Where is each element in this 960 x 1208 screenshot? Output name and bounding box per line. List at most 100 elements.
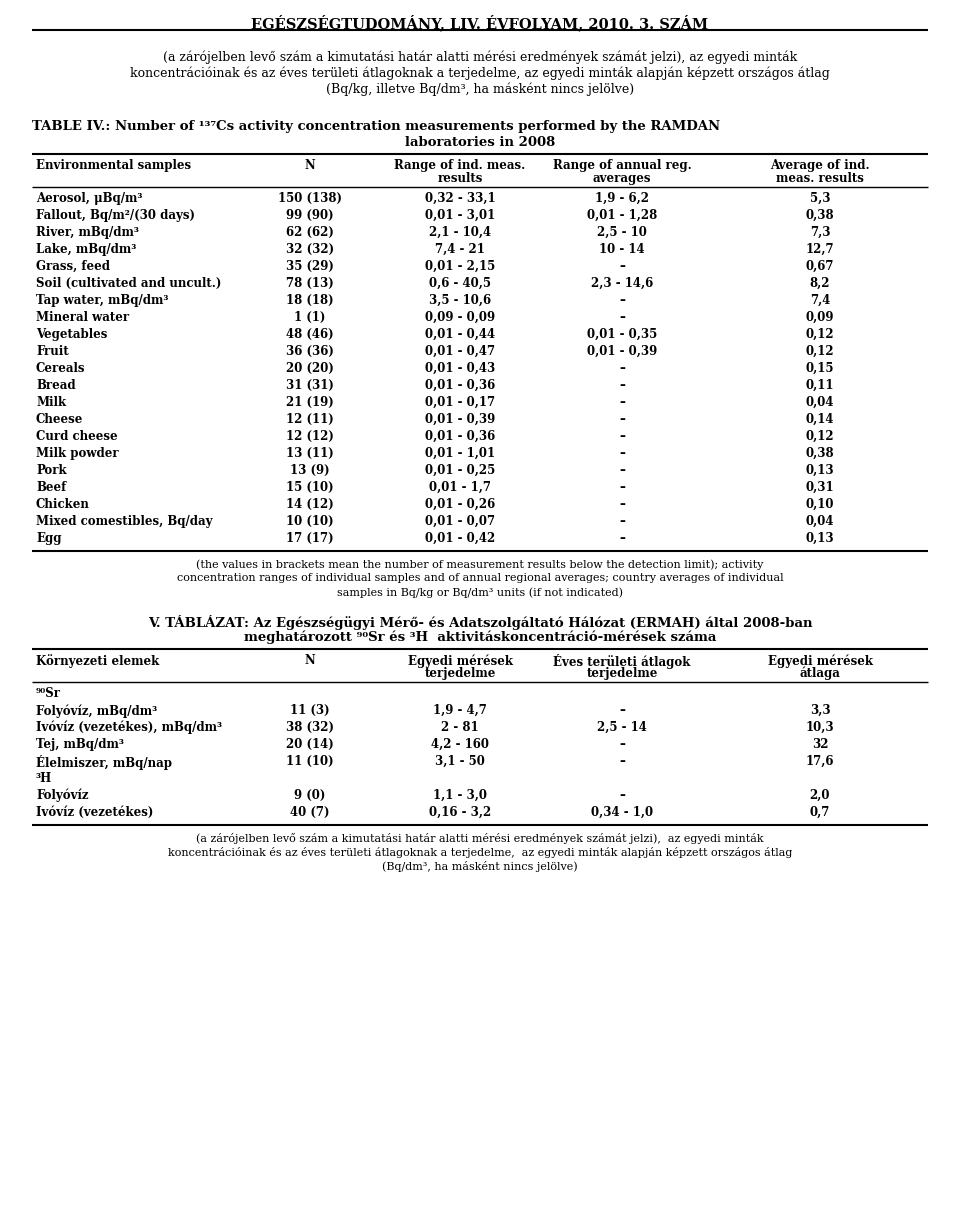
Text: 7,3: 7,3	[809, 226, 830, 239]
Text: 13 (9): 13 (9)	[290, 464, 330, 477]
Text: 3,1 - 50: 3,1 - 50	[435, 755, 485, 768]
Text: 11 (3): 11 (3)	[290, 704, 330, 718]
Text: 11 (10): 11 (10)	[286, 755, 334, 768]
Text: 18 (18): 18 (18)	[286, 294, 334, 307]
Text: –: –	[619, 447, 625, 460]
Text: (Bq/kg, illetve Bq/dm³, ha másként nincs jelölve): (Bq/kg, illetve Bq/dm³, ha másként nincs…	[326, 82, 634, 95]
Text: 20 (14): 20 (14)	[286, 738, 334, 751]
Text: Milk powder: Milk powder	[36, 447, 119, 460]
Text: 0,01 - 0,42: 0,01 - 0,42	[425, 532, 495, 545]
Text: 0,04: 0,04	[805, 396, 834, 410]
Text: results: results	[438, 172, 483, 185]
Text: 10,3: 10,3	[805, 721, 834, 734]
Text: Grass, feed: Grass, feed	[36, 260, 110, 273]
Text: 0,01 - 1,01: 0,01 - 1,01	[425, 447, 495, 460]
Text: N: N	[304, 654, 316, 667]
Text: Tej, mBq/dm³: Tej, mBq/dm³	[36, 738, 124, 751]
Text: 7,4 - 21: 7,4 - 21	[435, 243, 485, 256]
Text: 1,1 - 3,0: 1,1 - 3,0	[433, 789, 487, 802]
Text: 0,01 - 2,15: 0,01 - 2,15	[425, 260, 495, 273]
Text: 99 (90): 99 (90)	[286, 209, 334, 222]
Text: –: –	[619, 704, 625, 718]
Text: TABLE IV.: Number of ¹³⁷Cs activity concentration measurements performed by the : TABLE IV.: Number of ¹³⁷Cs activity conc…	[32, 120, 720, 133]
Text: 0,12: 0,12	[805, 430, 834, 443]
Text: (a zárójelben levő szám a kimutatási határ alatti mérési eredmények számát jelzi: (a zárójelben levő szám a kimutatási hat…	[196, 834, 764, 844]
Text: terjedelme: terjedelme	[424, 667, 495, 680]
Text: 0,01 - 0,25: 0,01 - 0,25	[425, 464, 495, 477]
Text: samples in Bq/kg or Bq/dm³ units (if not indicated): samples in Bq/kg or Bq/dm³ units (if not…	[337, 587, 623, 598]
Text: 0,01 - 0,07: 0,01 - 0,07	[425, 515, 495, 528]
Text: 14 (12): 14 (12)	[286, 498, 334, 511]
Text: 0,38: 0,38	[805, 447, 834, 460]
Text: 0,01 - 0,43: 0,01 - 0,43	[425, 362, 495, 374]
Text: –: –	[619, 789, 625, 802]
Text: Cereals: Cereals	[36, 362, 85, 374]
Text: Bread: Bread	[36, 379, 76, 393]
Text: terjedelme: terjedelme	[587, 667, 658, 680]
Text: 48 (46): 48 (46)	[286, 329, 334, 341]
Text: Környezeti elemek: Környezeti elemek	[36, 654, 159, 668]
Text: 0,13: 0,13	[805, 532, 834, 545]
Text: 0,13: 0,13	[805, 464, 834, 477]
Text: 0,10: 0,10	[805, 498, 834, 511]
Text: Egg: Egg	[36, 532, 61, 545]
Text: 0,38: 0,38	[805, 209, 834, 222]
Text: 0,01 - 1,28: 0,01 - 1,28	[587, 209, 658, 222]
Text: meas. results: meas. results	[776, 172, 864, 185]
Text: Éves területi átlagok: Éves területi átlagok	[553, 654, 690, 669]
Text: 17,6: 17,6	[805, 755, 834, 768]
Text: 3,5 - 10,6: 3,5 - 10,6	[429, 294, 492, 307]
Text: Ivóvíz (vezetékes), mBq/dm³: Ivóvíz (vezetékes), mBq/dm³	[36, 721, 222, 734]
Text: Tap water, mBq/dm³: Tap water, mBq/dm³	[36, 294, 169, 307]
Text: 38 (32): 38 (32)	[286, 721, 334, 734]
Text: (a zárójelben levő szám a kimutatási határ alatti mérési eredmények számát jelzi: (a zárójelben levő szám a kimutatási hat…	[163, 50, 797, 64]
Text: 1 (1): 1 (1)	[295, 310, 325, 324]
Text: –: –	[619, 738, 625, 751]
Text: Mixed comestibles, Bq/day: Mixed comestibles, Bq/day	[36, 515, 212, 528]
Text: Range of ind. meas.: Range of ind. meas.	[395, 159, 526, 172]
Text: Chicken: Chicken	[36, 498, 90, 511]
Text: 0,15: 0,15	[805, 362, 834, 374]
Text: Pork: Pork	[36, 464, 66, 477]
Text: laboratories in 2008: laboratories in 2008	[405, 137, 555, 149]
Text: 36 (36): 36 (36)	[286, 345, 334, 358]
Text: 21 (19): 21 (19)	[286, 396, 334, 410]
Text: 0,01 - 0,39: 0,01 - 0,39	[587, 345, 658, 358]
Text: 12 (12): 12 (12)	[286, 430, 334, 443]
Text: 32: 32	[812, 738, 828, 751]
Text: Soil (cultivated and uncult.): Soil (cultivated and uncult.)	[36, 277, 222, 290]
Text: 35 (29): 35 (29)	[286, 260, 334, 273]
Text: Average of ind.: Average of ind.	[770, 159, 870, 172]
Text: Élelmiszer, mBq/nap: Élelmiszer, mBq/nap	[36, 755, 172, 769]
Text: 2 - 81: 2 - 81	[442, 721, 479, 734]
Text: 2,5 - 14: 2,5 - 14	[597, 721, 647, 734]
Text: 150 (138): 150 (138)	[278, 192, 342, 205]
Text: –: –	[619, 481, 625, 494]
Text: Folyóvíz: Folyóvíz	[36, 789, 88, 802]
Text: 13 (11): 13 (11)	[286, 447, 334, 460]
Text: 10 (10): 10 (10)	[286, 515, 334, 528]
Text: Curd cheese: Curd cheese	[36, 430, 118, 443]
Text: 0,04: 0,04	[805, 515, 834, 528]
Text: 1,9 - 6,2: 1,9 - 6,2	[595, 192, 649, 205]
Text: Beef: Beef	[36, 481, 66, 494]
Text: Environmental samples: Environmental samples	[36, 159, 191, 172]
Text: EGÉSZSÉGTUDOMÁNY, LIV. ÉVFOLYAM, 2010. 3. SZÁM: EGÉSZSÉGTUDOMÁNY, LIV. ÉVFOLYAM, 2010. 3…	[252, 14, 708, 31]
Text: 2,3 - 14,6: 2,3 - 14,6	[590, 277, 653, 290]
Text: –: –	[619, 294, 625, 307]
Text: –: –	[619, 310, 625, 324]
Text: –: –	[619, 755, 625, 768]
Text: –: –	[619, 532, 625, 545]
Text: Fallout, Bq/m²/(30 days): Fallout, Bq/m²/(30 days)	[36, 209, 195, 222]
Text: –: –	[619, 362, 625, 374]
Text: 2,1 - 10,4: 2,1 - 10,4	[429, 226, 492, 239]
Text: V. TÁBLÁZAT: Az Egészségügyi Mérő- és Adatszolgáltató Hálózat (ERMAH) által 2008: V. TÁBLÁZAT: Az Egészségügyi Mérő- és Ad…	[148, 615, 812, 631]
Text: 0,09: 0,09	[805, 310, 834, 324]
Text: 0,12: 0,12	[805, 329, 834, 341]
Text: 2,5 - 10: 2,5 - 10	[597, 226, 647, 239]
Text: Egyedi mérések: Egyedi mérések	[407, 654, 513, 668]
Text: ³H: ³H	[36, 772, 52, 785]
Text: Cheese: Cheese	[36, 413, 84, 426]
Text: Range of annual reg.: Range of annual reg.	[553, 159, 691, 172]
Text: –: –	[619, 464, 625, 477]
